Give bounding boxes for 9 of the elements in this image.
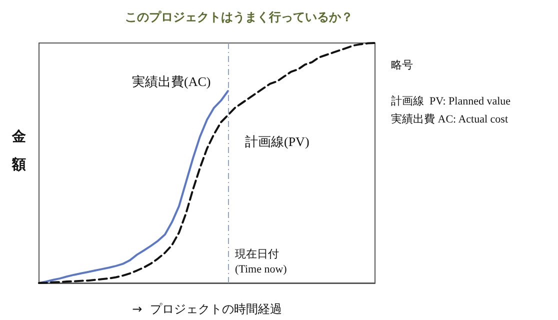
y-axis-title: 金額 bbox=[11, 129, 27, 173]
text: 計画線 PV: Planned value bbox=[391, 94, 511, 108]
chart-title: このプロジェクトはうまく行っているか？ bbox=[125, 10, 353, 24]
text: 略号 bbox=[391, 60, 413, 72]
text: 実績出費 AC: Actual cost bbox=[391, 112, 508, 126]
annotation: 現在日付 (Time now) bbox=[235, 248, 288, 276]
series-label: 計画線(PV) bbox=[245, 134, 310, 149]
series-label: 実績出費(AC) bbox=[132, 74, 211, 89]
x-axis-title: → プロジェクトの時間経過 bbox=[132, 302, 282, 316]
